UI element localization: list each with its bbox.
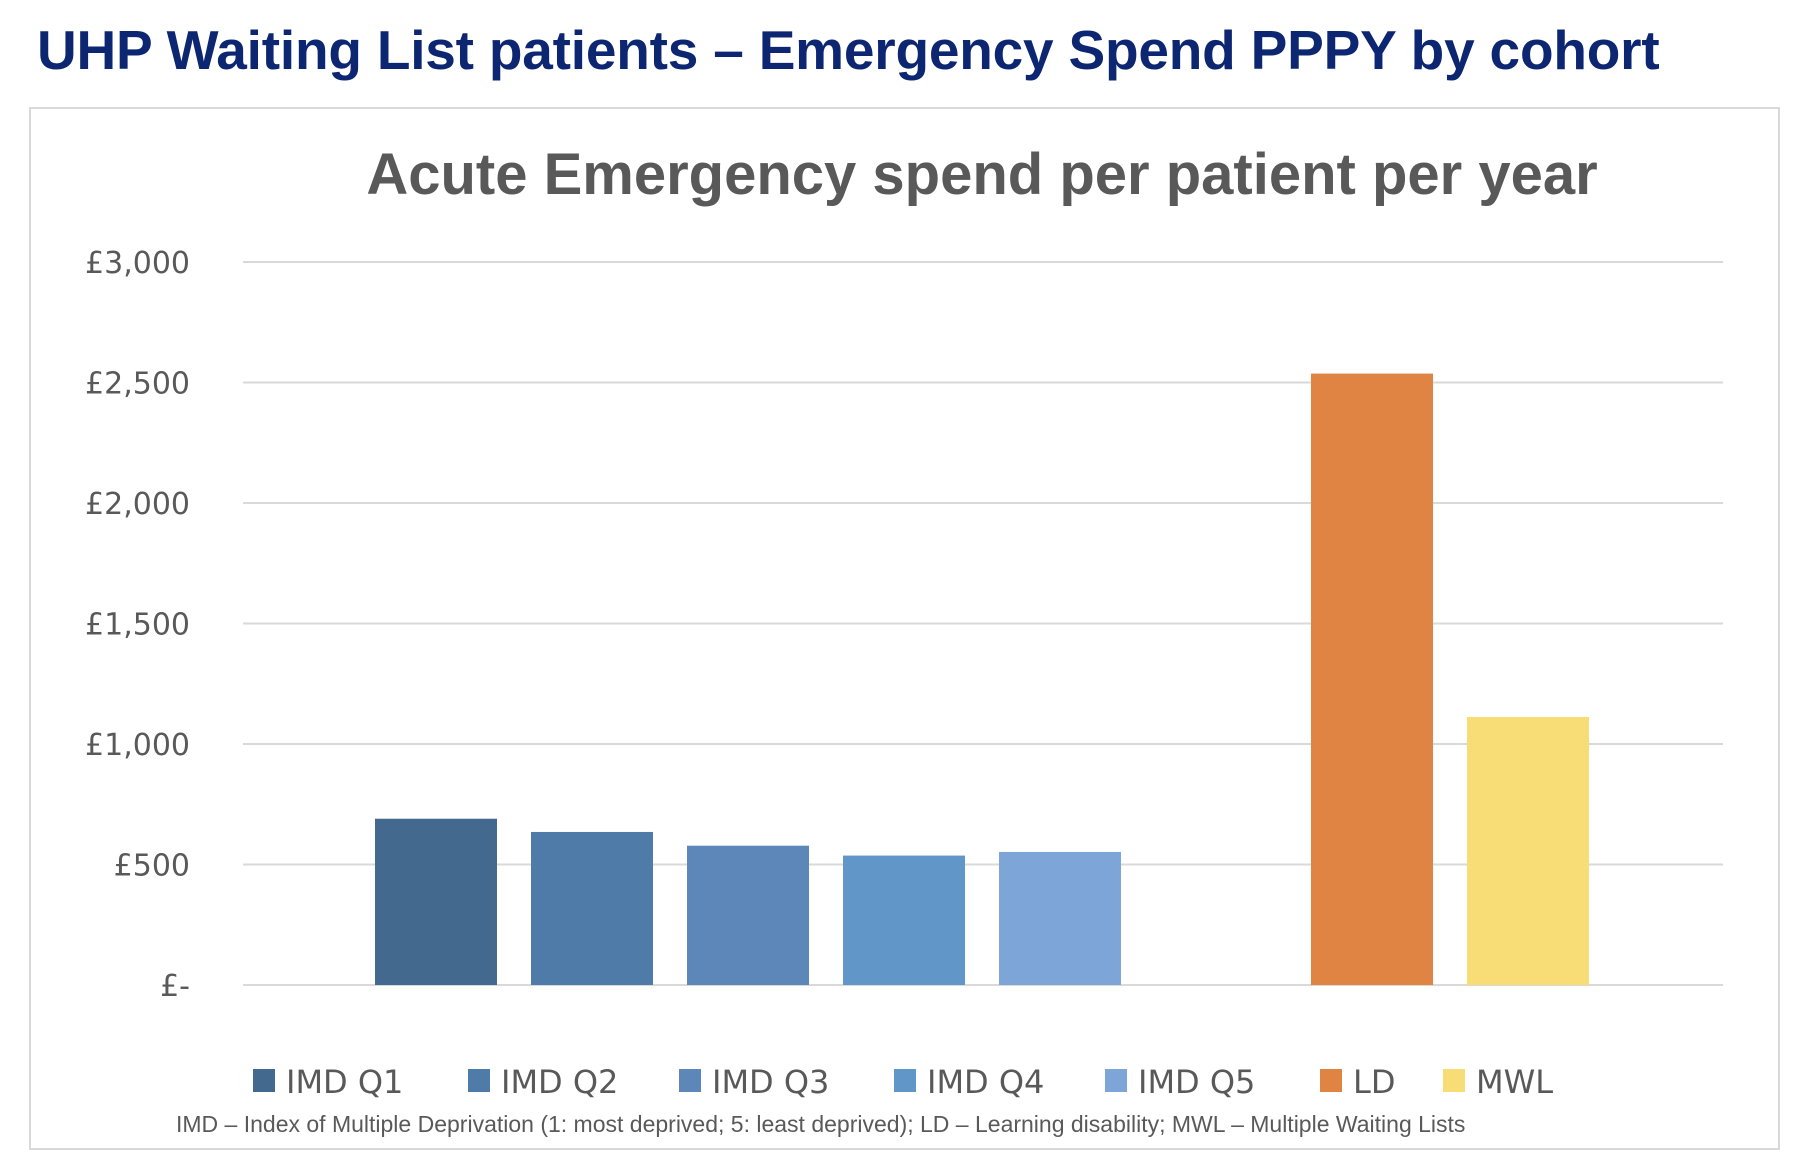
y-tick-label: £-: [160, 969, 190, 1004]
y-tick-label: £1,000: [85, 728, 190, 763]
legend-label: IMD Q3: [712, 1063, 829, 1101]
legend-label: MWL: [1476, 1063, 1553, 1101]
legend-label: IMD Q5: [1138, 1063, 1255, 1101]
legend-item: LD: [1320, 1063, 1395, 1101]
legend-item: MWL: [1443, 1063, 1553, 1101]
bar-imd-q2: [531, 831, 653, 985]
y-tick-label: £500: [114, 849, 190, 884]
page-title: UHP Waiting List patients – Emergency Sp…: [37, 19, 1660, 81]
legend-item: IMD Q2: [468, 1063, 618, 1101]
legend-label: IMD Q4: [927, 1063, 1044, 1101]
y-axis-ticks: £- £500 £1,000 £1,500 £2,000 £2,500 £3,000: [85, 246, 190, 1004]
y-tick-label: £3,000: [85, 246, 190, 281]
legend-swatch: [679, 1069, 701, 1092]
legend-label: IMD Q2: [501, 1063, 618, 1101]
legend-swatch: [1320, 1069, 1342, 1092]
legend: IMD Q1 IMD Q2 IMD Q3 IMD Q4 IMD Q5 LD MWL: [253, 1063, 1553, 1101]
legend-swatch: [468, 1069, 490, 1092]
bars: [375, 373, 1589, 985]
legend-swatch: [894, 1069, 916, 1092]
footnote: IMD – Index of Multiple Deprivation (1: …: [176, 1111, 1465, 1137]
legend-label: IMD Q1: [286, 1063, 403, 1101]
legend-label: LD: [1353, 1063, 1395, 1101]
legend-swatch: [1443, 1069, 1465, 1092]
bar-imd-q4: [843, 855, 965, 985]
legend-item: IMD Q5: [1105, 1063, 1255, 1101]
y-tick-label: £1,500: [85, 608, 190, 643]
y-tick-label: £2,000: [85, 487, 190, 522]
chart-title: Acute Emergency spend per patient per ye…: [366, 142, 1597, 207]
bar-imd-q5: [999, 851, 1121, 985]
legend-item: IMD Q4: [894, 1063, 1044, 1101]
bar-imd-q1: [375, 818, 497, 985]
bar-mwl: [1467, 717, 1589, 985]
legend-item: IMD Q1: [253, 1063, 403, 1101]
bar-ld: [1311, 373, 1433, 985]
y-tick-label: £2,500: [85, 367, 190, 402]
legend-swatch: [253, 1069, 275, 1092]
legend-swatch: [1105, 1069, 1127, 1092]
legend-item: IMD Q3: [679, 1063, 829, 1101]
bar-imd-q3: [687, 845, 809, 985]
